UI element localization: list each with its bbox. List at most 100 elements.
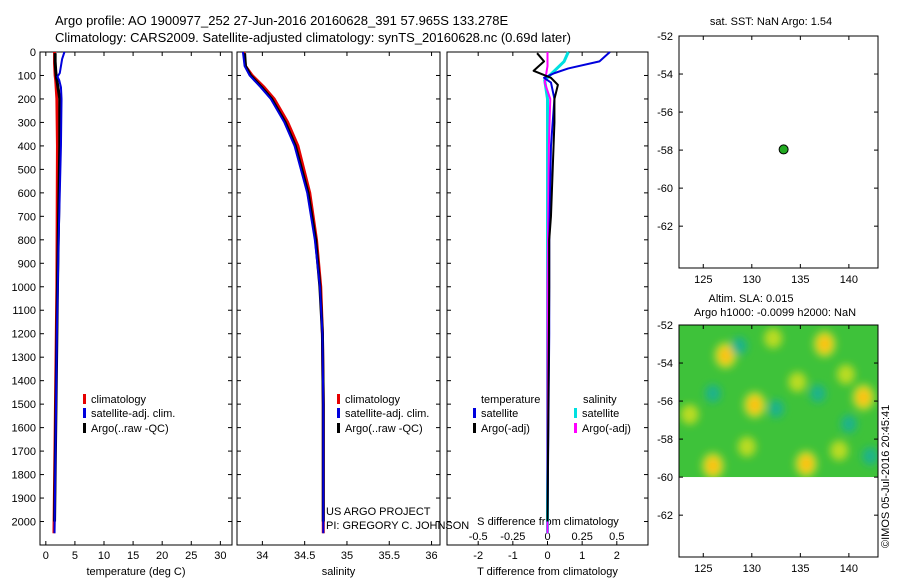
- diff-legend-temp-argo-swatch: [473, 423, 476, 433]
- sla-cell: [706, 457, 719, 474]
- sal-legend-argo-swatch: [337, 423, 340, 433]
- temperature-ytick-label: 400: [18, 141, 36, 153]
- sla-title-line2: Argo h1000: -0.0099 h2000: NaN: [694, 307, 856, 319]
- difference-xtick-label: -2: [473, 550, 483, 562]
- temperature-xtick-label: 30: [214, 550, 226, 562]
- temperature-ytick-label: 1200: [12, 329, 36, 341]
- diff-legend-temp-satellite: satellite: [481, 408, 518, 420]
- argo-position-marker: [778, 144, 789, 155]
- sla-cell: [764, 328, 783, 349]
- temperature-ytick-label: 100: [18, 70, 36, 82]
- diff-legend-sal-argo-swatch: [574, 423, 577, 433]
- temperature-ytick-label: 1400: [12, 376, 36, 388]
- sla-map-ytick-label: -60: [657, 472, 673, 484]
- temperature-xtick-label: 5: [72, 550, 78, 562]
- difference-xtick-label: 0: [544, 550, 550, 562]
- temperature-ytick-label: 1300: [12, 352, 36, 364]
- temperature-ytick-label: 1800: [12, 470, 36, 482]
- temperature-ytick-label: 1900: [12, 493, 36, 505]
- diff-top-tick-label: -0.25: [500, 531, 525, 543]
- sla-cell: [768, 399, 785, 418]
- climatology-title: Climatology: CARS2009. Satellite-adjuste…: [55, 30, 571, 45]
- temp-satellite-line: [53, 51, 66, 534]
- temperature-xtick-label: 15: [127, 550, 139, 562]
- temperature-xtick-label: 10: [98, 550, 110, 562]
- temperature-ytick-label: 700: [18, 211, 36, 223]
- difference-xlabel: T difference from climatology: [477, 566, 618, 578]
- map-title: sat. SST: NaN Argo: 1.54: [710, 16, 832, 28]
- position-map-ytick-label: -56: [657, 107, 673, 119]
- sla-map-ytick-label: -62: [657, 510, 673, 522]
- sla-map-frame: [678, 324, 879, 558]
- temp-legend-climatology-swatch: [83, 394, 86, 404]
- diff-legend-temp-title: temperature: [481, 394, 540, 406]
- diff-legend-sal-title: salinity: [583, 394, 617, 406]
- position-map-xtick-label: 130: [743, 274, 761, 286]
- sla-map-ytick-label: -56: [657, 396, 673, 408]
- position-map-ytick-label: -62: [657, 221, 673, 233]
- diff-top-tick-label: 0: [544, 531, 550, 543]
- temperature-ytick-label: 1700: [12, 446, 36, 458]
- position-map-xtick-label: 140: [840, 274, 858, 286]
- sal-legend-satellite-swatch: [337, 408, 340, 418]
- temperature-ytick-label: 2000: [12, 517, 36, 529]
- sla-cell: [840, 414, 857, 433]
- temperature-xtick-label: 20: [156, 550, 168, 562]
- sal-satellite-line: [241, 51, 325, 534]
- diff-top-tick-label: 0.5: [609, 531, 624, 543]
- salinity-xtick-label: 35.5: [379, 550, 400, 562]
- sla-cell: [731, 336, 748, 355]
- sla-cell: [862, 447, 878, 466]
- position-map-frame: [678, 35, 879, 269]
- sla-cell: [830, 440, 849, 461]
- temperature-ytick-label: 1600: [12, 423, 36, 435]
- position-map-ytick-label: -54: [657, 69, 673, 81]
- difference-xtick-label: -1: [508, 550, 518, 562]
- sal-legend-satellite: satellite-adj. clim.: [345, 408, 429, 420]
- timestamp: ©IMOS 05-Jul-2016 20:45:41: [880, 404, 892, 548]
- temp-legend-argo-swatch: [83, 423, 86, 433]
- diff-legend-temp-satellite-swatch: [473, 408, 476, 418]
- temperature-frame: [39, 51, 233, 546]
- diff-legend-sal-argo: Argo(-adj): [582, 423, 631, 435]
- position-map-ytick-label: -58: [657, 145, 673, 157]
- sla-title-line1: Altim. SLA: 0.015: [709, 293, 794, 305]
- sla-cell: [800, 455, 813, 472]
- difference-xtick-label: 1: [579, 550, 585, 562]
- salinity-xtick-label: 35: [341, 550, 353, 562]
- diff-temp-argo-line: [532, 52, 559, 522]
- position-map-ytick-label: -52: [657, 31, 673, 43]
- temp-legend-satellite: satellite-adj. clim.: [91, 408, 175, 420]
- diff-sal-argo-line: [543, 52, 552, 534]
- diff-top-tick-label: -0.5: [469, 531, 488, 543]
- sla-map-xtick-label: 130: [743, 563, 761, 575]
- temperature-xtick-label: 25: [185, 550, 197, 562]
- sla-map-xtick-label: 140: [840, 563, 858, 575]
- diff-legend-sal-satellite: satellite: [582, 408, 619, 420]
- temperature-ytick-label: 800: [18, 235, 36, 247]
- sla-cell: [737, 436, 756, 457]
- temperature-ytick-label: 200: [18, 94, 36, 106]
- temperature-xtick-label: 0: [43, 550, 49, 562]
- project-credit: US ARGO PROJECT: [326, 506, 431, 518]
- temperature-xlabel: temperature (deg C): [86, 566, 185, 578]
- salinity-xlabel: salinity: [322, 566, 356, 578]
- sla-map-ytick-label: -52: [657, 320, 673, 332]
- sla-cell: [680, 404, 699, 425]
- temperature-ytick-label: 600: [18, 188, 36, 200]
- temperature-ytick-label: 500: [18, 164, 36, 176]
- sal-legend-argo: Argo(..raw -QC): [345, 423, 423, 435]
- temp-legend-satellite-swatch: [83, 408, 86, 418]
- diff-top-tick-label: 0.25: [571, 531, 592, 543]
- temp-legend-climatology: climatology: [91, 394, 147, 406]
- sla-cell: [748, 396, 761, 413]
- sal-legend-climatology-swatch: [337, 394, 340, 404]
- diff-legend-temp-argo: Argo(-adj): [481, 423, 530, 435]
- temperature-ytick-label: 1100: [12, 305, 36, 317]
- salinity-xtick-label: 34.5: [294, 550, 315, 562]
- sla-cell: [809, 384, 826, 403]
- position-map-xtick-label: 135: [791, 274, 809, 286]
- temperature-ytick-label: 1000: [12, 282, 36, 294]
- sla-map-xtick-label: 125: [694, 563, 712, 575]
